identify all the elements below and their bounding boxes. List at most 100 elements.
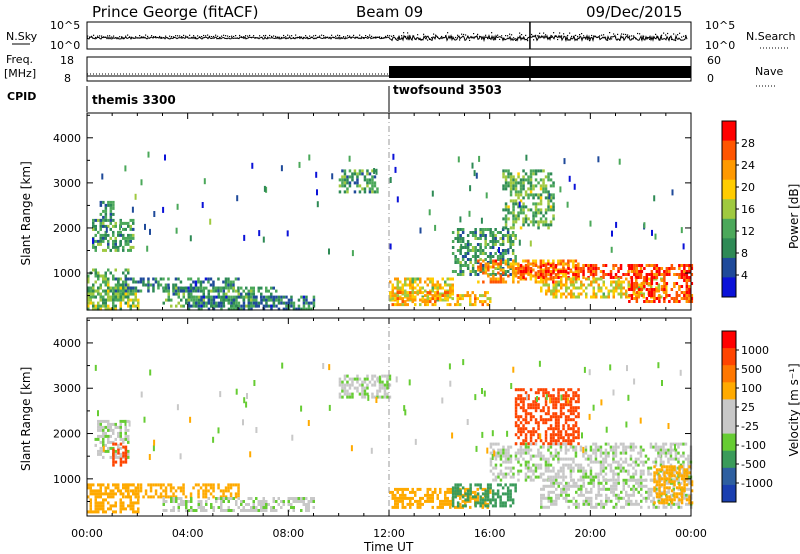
echo-cell xyxy=(147,277,150,281)
echo-cell xyxy=(107,218,110,222)
echo-cell xyxy=(119,277,122,281)
echo-cell xyxy=(569,442,573,446)
echo-cell xyxy=(102,280,105,284)
echo-cell xyxy=(107,304,110,308)
echo-cell xyxy=(107,495,110,499)
echo-cell xyxy=(245,304,248,308)
echo-cell xyxy=(404,300,407,304)
echo-cell xyxy=(630,282,634,285)
echo-cell xyxy=(514,267,518,270)
echo-cell xyxy=(109,236,112,240)
echo-cell xyxy=(569,412,573,416)
nsearch-label: N.Search xyxy=(746,30,796,43)
echo-cell xyxy=(514,424,518,428)
echo-cell xyxy=(195,509,198,512)
echo-cell xyxy=(172,500,175,503)
echo-cell xyxy=(97,292,100,296)
echo-cell xyxy=(481,231,485,234)
echo-cell xyxy=(356,386,359,390)
echo-cell xyxy=(690,294,694,297)
echo-speck xyxy=(102,445,105,452)
echo-cell xyxy=(464,498,467,502)
echo-cell xyxy=(547,493,550,497)
echo-cell xyxy=(222,298,226,302)
echo-cell xyxy=(285,307,288,311)
echo-cell xyxy=(529,406,533,410)
echo-cell xyxy=(544,433,548,437)
echo-cell xyxy=(542,391,545,395)
echo-cell xyxy=(265,289,268,293)
echo-cell xyxy=(514,258,517,261)
echo-speck xyxy=(253,380,256,386)
echo-cell xyxy=(595,505,598,509)
echo-cell xyxy=(567,292,570,296)
echo-cell xyxy=(107,440,110,444)
echo-cell xyxy=(262,307,266,311)
echo-cell xyxy=(119,431,122,435)
echo-cell xyxy=(514,403,518,407)
echo-cell xyxy=(539,415,543,419)
echo-cell xyxy=(554,406,558,410)
echo-cell xyxy=(212,286,215,290)
echo-cell xyxy=(112,510,115,514)
echo-cell xyxy=(94,489,97,493)
echo-cell xyxy=(107,419,110,423)
nsearch-dot xyxy=(349,35,351,37)
echo-cell xyxy=(204,489,208,493)
echo-cell xyxy=(504,249,507,252)
echo-cell xyxy=(664,442,668,446)
echo-cell xyxy=(590,283,593,287)
echo-cell xyxy=(431,280,434,284)
echo-cell xyxy=(519,421,523,425)
echo-cell xyxy=(292,509,295,512)
echo-cell xyxy=(491,240,495,243)
echo-cell xyxy=(594,448,598,452)
echo-cell xyxy=(690,297,694,300)
echo-cell xyxy=(517,214,520,218)
echo-speck xyxy=(201,202,204,208)
nsearch-dot xyxy=(509,33,511,35)
echo-cell xyxy=(134,489,138,493)
echo-cell xyxy=(89,489,92,493)
echo-cell xyxy=(499,478,503,482)
echo-cell xyxy=(255,301,258,305)
echo-cell xyxy=(597,460,600,464)
echo-cell xyxy=(348,184,352,188)
echo-cell xyxy=(489,445,493,449)
echo-cell xyxy=(675,502,678,506)
echo-cell xyxy=(542,280,545,284)
echo-cell xyxy=(557,460,560,464)
echo-cell xyxy=(617,267,620,270)
echo-cell xyxy=(673,273,676,276)
echo-cell xyxy=(114,504,117,508)
echo-cell xyxy=(557,259,560,263)
echo-cell xyxy=(479,268,483,272)
echo-cell xyxy=(658,495,661,499)
echo-cell xyxy=(132,489,135,493)
echo-cell xyxy=(112,492,115,496)
echo-cell xyxy=(270,506,273,509)
echo-cell xyxy=(112,230,115,234)
echo-cell xyxy=(102,455,105,459)
echo-cell xyxy=(582,454,585,458)
echo-cell xyxy=(559,270,563,273)
nsearch-dot xyxy=(595,35,597,38)
echo-cell xyxy=(94,233,97,237)
echo-cell xyxy=(129,277,133,281)
echo-cell xyxy=(532,400,535,404)
echo-cell xyxy=(655,288,659,291)
echo-cell xyxy=(622,448,625,452)
echo-cell xyxy=(639,454,643,458)
echo-cell xyxy=(122,271,125,275)
echo-cell xyxy=(481,300,484,304)
echo-speck xyxy=(491,454,494,460)
echo-cell xyxy=(302,295,306,299)
echo-cell xyxy=(102,215,105,219)
echo-cell xyxy=(240,295,243,299)
nsearch-dot xyxy=(263,35,265,37)
echo-cell xyxy=(104,274,107,278)
echo-cell xyxy=(499,469,503,473)
echo-cell xyxy=(612,460,615,464)
echo-speck xyxy=(209,218,212,225)
echo-cell xyxy=(195,298,198,302)
